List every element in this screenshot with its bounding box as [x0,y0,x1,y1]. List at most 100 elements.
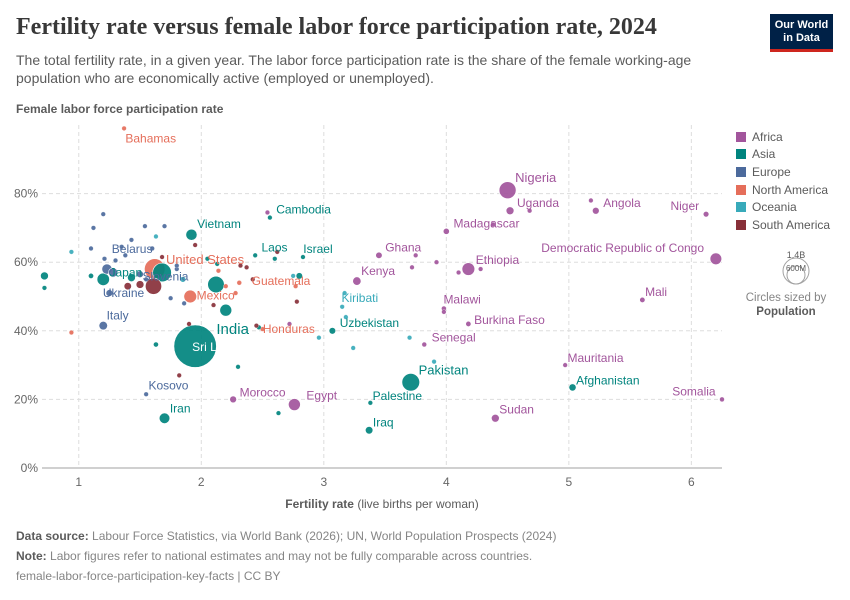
point-label-uganda: Uganda [517,196,559,210]
point [153,234,159,239]
point-label-japan: Japan [109,265,142,279]
point-label-ghana: Ghana [385,240,421,254]
point-label-sudan: Sudan [499,402,534,416]
point [253,323,259,329]
point-label-madagascar: Madagascar [453,216,519,230]
point-senegal [421,341,427,348]
point-somalia [719,396,725,402]
point [588,198,594,203]
legend-label: Oceania [752,200,797,215]
point [293,283,299,289]
size-legend-circle-small [786,265,806,285]
point-label-democratic-republic-of-congo: Democratic Republic of Congo [541,241,704,255]
legend-item-oceania[interactable]: Oceania [736,198,830,216]
point [127,273,136,282]
point [192,242,198,248]
point-palestine [367,400,373,406]
point-label-iraq: Iraq [373,415,394,429]
size-note-text: Circles sized by [745,292,827,304]
point [174,263,180,269]
point-cambodia [267,215,273,221]
point [219,303,233,317]
point-bahamas [121,125,127,131]
footer-slug[interactable]: female-labor-force-participation-key-fac… [16,569,281,583]
point [100,211,106,217]
point [149,246,155,251]
point [211,302,216,308]
point-italy [98,321,108,331]
point [176,372,182,378]
point-label-slovenia: Slovenia [142,269,188,283]
source-label: Data source: [16,529,89,543]
point-mauritania [562,362,568,368]
point [122,252,128,258]
legend-swatch-africa [736,131,746,142]
point-label-belarus: Belarus [112,242,153,256]
point-kosovo [143,391,149,397]
point [233,290,239,296]
legend-label: South America [752,217,831,232]
point [88,246,94,251]
legend-item-south-america[interactable]: South America [736,216,830,234]
size-note-variable: Population [756,306,816,318]
point-label-honduras: Honduras [263,322,315,336]
legend-label: Europe [752,164,791,179]
size-legend: 1.4B 600M [782,250,810,285]
point-mali [639,296,646,303]
point-label-bahamas: Bahamas [125,131,176,145]
point [214,261,220,267]
point-label-iran: Iran [170,401,191,415]
legend-label: Asia [752,147,776,162]
point [135,280,145,289]
point-nigeria [498,181,517,199]
note-text: Labor figures refer to national estimate… [50,549,533,563]
point-kenya [352,276,362,286]
point [142,223,148,229]
point-ghana [375,251,383,259]
point-label-burkina-faso: Burkina Faso [474,313,545,327]
point [88,272,94,279]
point [128,237,134,243]
point-label-nigeria: Nigeria [515,170,557,185]
point [136,270,144,278]
legend-item-asia[interactable]: Asia [736,146,830,164]
point-label-vietnam: Vietnam [197,217,241,231]
point [342,290,348,296]
point-label-laos: Laos [261,240,287,254]
legend-swatch-north-america [736,184,746,195]
footer-source: Data source: Labour Force Statistics, vi… [16,529,556,543]
y-tick-label: 0% [21,461,39,475]
x-tick-label: 5 [566,475,573,489]
chart-subtitle: The total fertility rate, in a given yea… [16,52,692,86]
point [159,254,165,260]
point-niger [702,210,710,218]
point-label-malawi: Malawi [443,293,480,307]
point [68,249,74,255]
owid-logo[interactable]: Our World in Data [770,14,833,52]
point [238,263,243,269]
point [179,276,187,283]
point-label-egypt: Egypt [306,389,337,403]
point-label-palestine: Palestine [373,389,423,403]
y-tick-label: 80% [14,187,38,201]
point [223,283,229,289]
legend-item-europe[interactable]: Europe [736,163,830,181]
point-afghanistan [568,383,577,392]
point-label-uzbekistan: Uzbekistan [340,316,399,330]
point-mexico [183,289,197,304]
point [527,208,533,214]
legend-item-africa[interactable]: Africa [736,128,830,146]
point-label-mauritania: Mauritania [567,351,623,365]
point-burkina-faso [465,320,472,327]
point [264,210,270,215]
legend-swatch-south-america [736,219,746,230]
point [68,330,74,335]
legend-item-north-america[interactable]: North America [736,181,830,199]
legend-label: North America [752,182,829,197]
point-label-guatemala: Guatemala [252,274,311,288]
point [456,270,462,275]
y-tick-label: 40% [14,324,38,338]
point-slovenia [143,276,149,282]
chart-title: Fertility rate versus female labor force… [16,14,657,40]
